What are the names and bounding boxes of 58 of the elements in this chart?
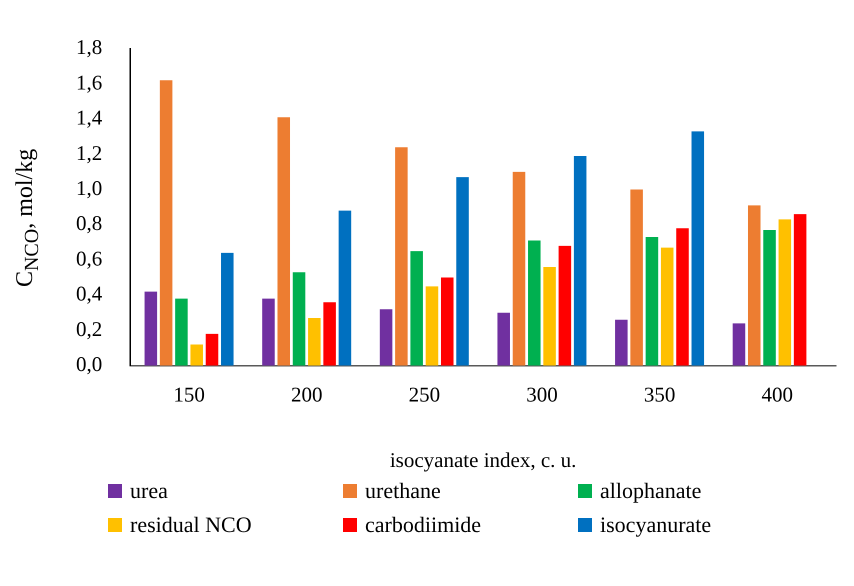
bar [574, 156, 586, 366]
bar [221, 252, 234, 366]
bar [646, 237, 658, 366]
bar [558, 246, 572, 366]
bar [308, 318, 321, 366]
y-tick-label: 1,0 [76, 176, 102, 200]
bar [292, 272, 306, 366]
bar [190, 344, 203, 366]
bar [732, 323, 746, 366]
bar [543, 266, 556, 366]
bar [395, 147, 408, 366]
y-tick-label: 1,8 [76, 35, 102, 60]
bar [676, 228, 689, 366]
x-axis-title: isocyanate index, c. u. [390, 448, 576, 472]
x-tick-label: 200 [290, 382, 322, 407]
bar [410, 251, 423, 366]
y-tick-label: 0,8 [76, 211, 102, 236]
bar [630, 189, 643, 366]
x-tick-label: 400 [761, 382, 793, 407]
bar [440, 278, 454, 366]
y-tick-label: 1,4 [76, 106, 103, 130]
bar [262, 298, 275, 366]
bar [763, 230, 776, 366]
bar [160, 80, 172, 366]
legend-label: isocyanurate [600, 512, 712, 538]
x-tick-label: 250 [408, 382, 440, 407]
y-tick-label: 0,4 [76, 282, 103, 306]
legend-label: residual NCO [130, 512, 252, 538]
legend-label: urea [130, 478, 168, 504]
x-tick-label: 300 [526, 382, 558, 407]
bar [338, 210, 352, 366]
x-tick-label: 150 [173, 382, 205, 407]
bar [426, 286, 438, 366]
bar [692, 131, 704, 366]
legend-label: carbodiimide [365, 512, 482, 538]
y-tick-label: 0,2 [76, 316, 102, 341]
bar [660, 248, 674, 366]
legend-label: allophanate [600, 478, 702, 504]
bar [794, 214, 806, 366]
bar [778, 219, 792, 366]
bar [748, 205, 761, 366]
x-tick-label: 350 [644, 382, 676, 407]
bar [528, 240, 541, 366]
bar [380, 309, 392, 366]
y-tick-label: 1,6 [76, 70, 102, 94]
bar [497, 312, 510, 366]
bar [175, 298, 188, 366]
bar [512, 172, 526, 366]
y-tick-label: 0,0 [76, 352, 102, 376]
bar [277, 117, 290, 366]
bar [323, 302, 336, 366]
legend-label: urethane [365, 478, 441, 504]
bar [456, 177, 469, 366]
y-tick-label: 0,6 [76, 246, 102, 270]
y-tick-label: 1,2 [76, 140, 102, 165]
bar [144, 292, 158, 366]
bar [615, 320, 628, 366]
bar [206, 334, 218, 366]
